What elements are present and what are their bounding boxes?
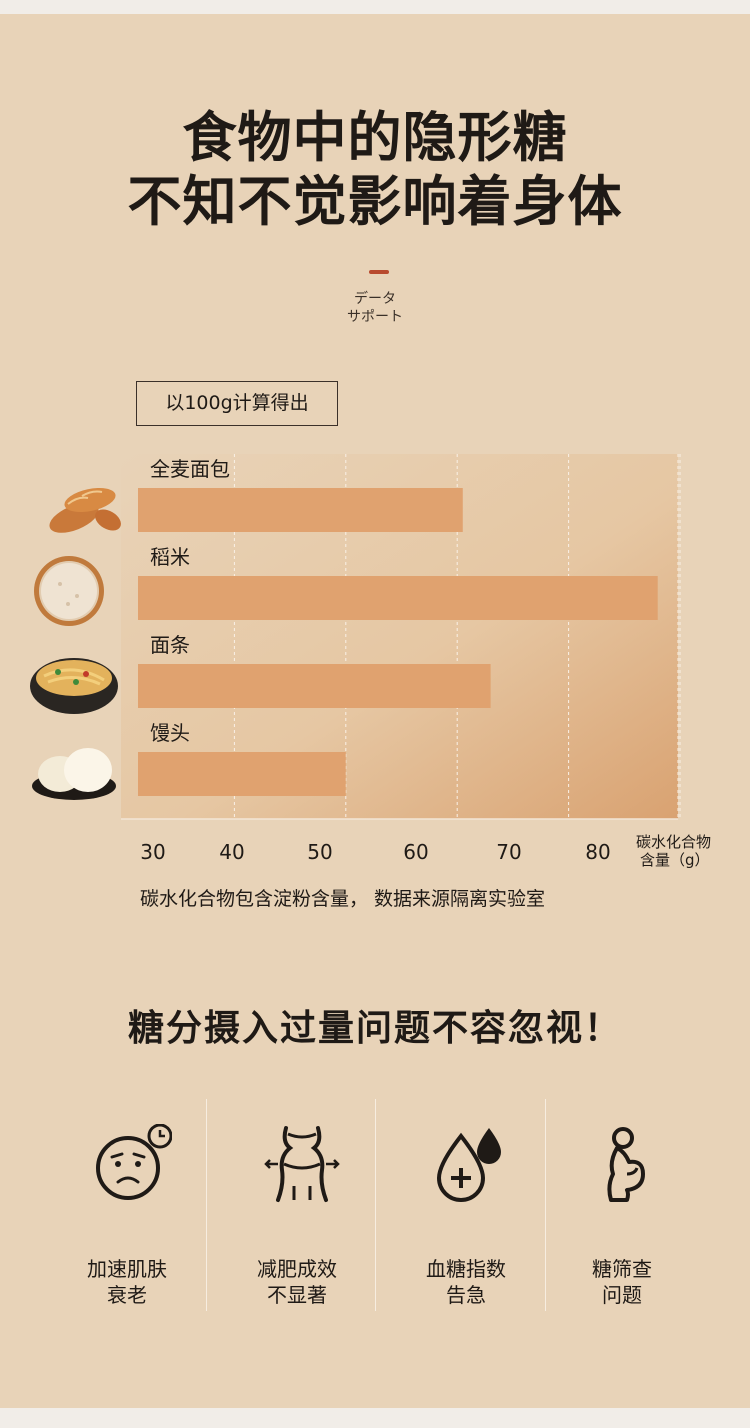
category-label: 馒头 [150, 721, 190, 745]
issue-sugar-screening: 糖筛查 问题 [537, 1114, 707, 1324]
accent-bar [369, 270, 389, 274]
rice-bowl-icon [34, 556, 104, 626]
issue-weight-loss: 减肥成效 不显著 [212, 1114, 382, 1324]
x-axis-label-line1: 碳水化合物 [636, 833, 711, 851]
bar-面条 [138, 664, 491, 708]
data-tag-line1: データ [354, 291, 396, 307]
bar-馒头 [138, 752, 346, 796]
x-tick-label: 60 [403, 840, 428, 864]
divider [375, 1099, 376, 1311]
steamed-bun-icon [32, 748, 116, 800]
bar-稻米 [138, 576, 658, 620]
x-tick-label: 50 [307, 840, 332, 864]
category-label: 全麦面包 [150, 457, 230, 481]
calculation-note: 以100g计算得出 [136, 381, 338, 426]
category-label: 稻米 [150, 545, 190, 569]
issue-label: 减肥成效 不显著 [257, 1257, 337, 1307]
x-tick-label: 40 [219, 840, 244, 864]
blood-drop-icon [436, 1128, 501, 1202]
page-background: 食物中的隐形糖 不知不觉影响着身体 データ サポート 以100g计算得出 全麦面… [0, 14, 750, 1408]
x-tick-label: 80 [585, 840, 610, 864]
noodles-icon [30, 658, 118, 714]
issue-label: 血糖指数 告急 [426, 1257, 506, 1307]
issue-label: 糖筛查 问题 [592, 1257, 652, 1307]
category-label: 面条 [150, 633, 190, 657]
chart-footnote: 碳水化合物包含淀粉含量， 数据来源隔离实验室 [140, 888, 546, 910]
divider [545, 1099, 546, 1311]
x-tick-label: 30 [140, 840, 165, 864]
page-title-line2: 不知不觉影响着身体 [127, 169, 623, 233]
divider [206, 1099, 207, 1311]
pregnancy-icon [607, 1127, 645, 1202]
issue-skin-aging: 加速肌肤 衰老 [42, 1114, 212, 1324]
section-title: 糖分摄入过量问题不容忽视！ [127, 1007, 622, 1049]
x-axis-label-line2: 含量（g） [640, 851, 710, 869]
body-waist-icon [264, 1126, 340, 1202]
bar-全麦面包 [138, 488, 463, 532]
bread-icon [49, 487, 121, 533]
page-title-line1: 食物中的隐形糖 [182, 105, 568, 169]
issue-label: 加速肌肤 衰老 [87, 1257, 167, 1307]
issue-blood-sugar: 血糖指数 告急 [381, 1114, 551, 1324]
x-tick-label: 70 [496, 840, 521, 864]
aging-face-clock-icon [96, 1124, 172, 1200]
data-tag-line2: サポート [347, 309, 403, 325]
